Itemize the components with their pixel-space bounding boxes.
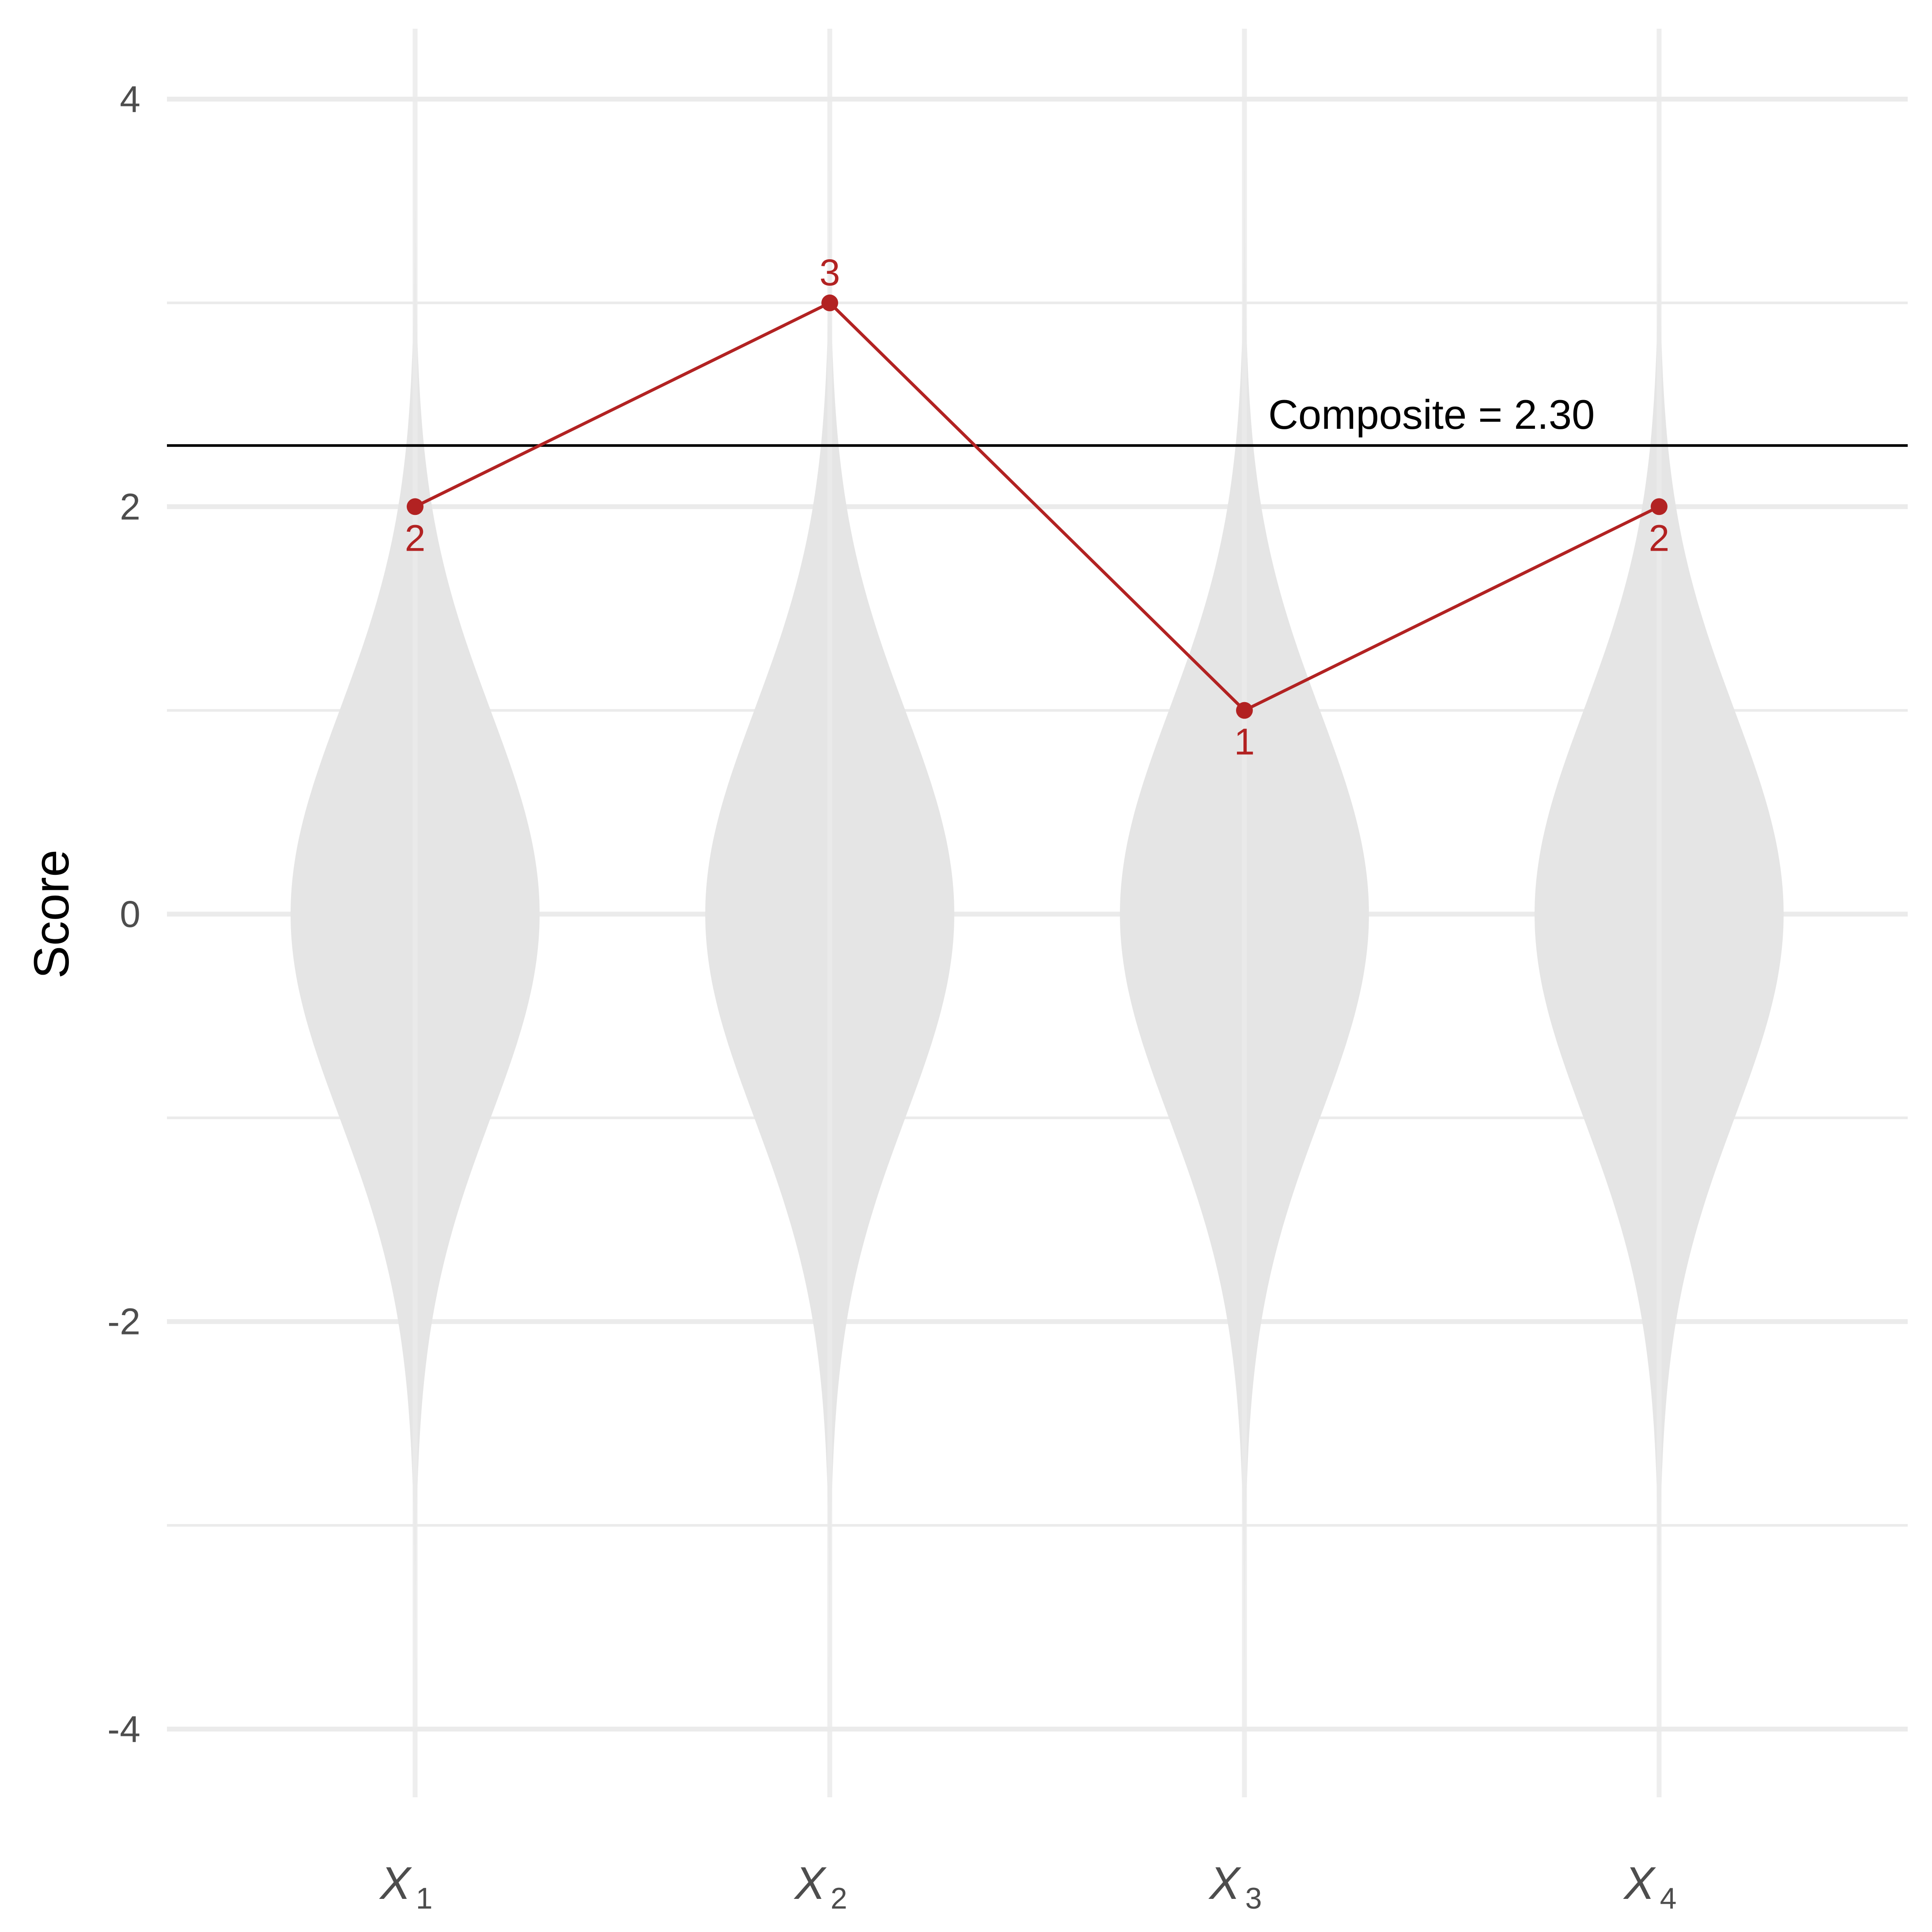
point-label-1: 2	[405, 517, 426, 559]
data-point-2	[821, 294, 838, 311]
data-point-3	[1236, 702, 1253, 719]
y-axis-ticks: -4 -2 0 2 4	[107, 79, 140, 1750]
point-label-3: 1	[1234, 721, 1255, 763]
composite-label: Composite = 2.30	[1268, 391, 1595, 438]
data-points: 2 3 1 2	[405, 252, 1670, 763]
point-label-4: 2	[1649, 517, 1670, 559]
y-tick-label: 4	[120, 79, 140, 120]
y-tick-label: -2	[107, 1301, 140, 1342]
data-point-1	[407, 498, 423, 515]
point-label-2: 3	[820, 252, 840, 293]
data-point-4	[1651, 498, 1667, 515]
y-axis-label: Score	[24, 850, 79, 979]
y-tick-label: 2	[120, 486, 140, 527]
y-tick-label: -4	[107, 1708, 140, 1750]
y-tick-label: 0	[120, 893, 140, 935]
x-grid-lines	[412, 29, 1662, 1797]
profile-line	[414, 301, 1660, 712]
